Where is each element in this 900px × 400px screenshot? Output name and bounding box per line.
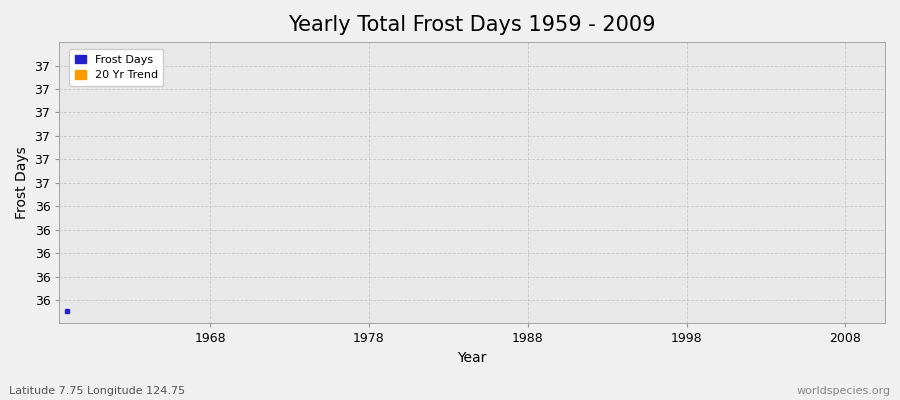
Text: worldspecies.org: worldspecies.org: [796, 386, 891, 396]
Title: Yearly Total Frost Days 1959 - 2009: Yearly Total Frost Days 1959 - 2009: [289, 15, 656, 35]
Text: Latitude 7.75 Longitude 124.75: Latitude 7.75 Longitude 124.75: [9, 386, 185, 396]
X-axis label: Year: Year: [457, 351, 487, 365]
Y-axis label: Frost Days: Frost Days: [15, 146, 29, 219]
Legend: Frost Days, 20 Yr Trend: Frost Days, 20 Yr Trend: [69, 49, 164, 86]
